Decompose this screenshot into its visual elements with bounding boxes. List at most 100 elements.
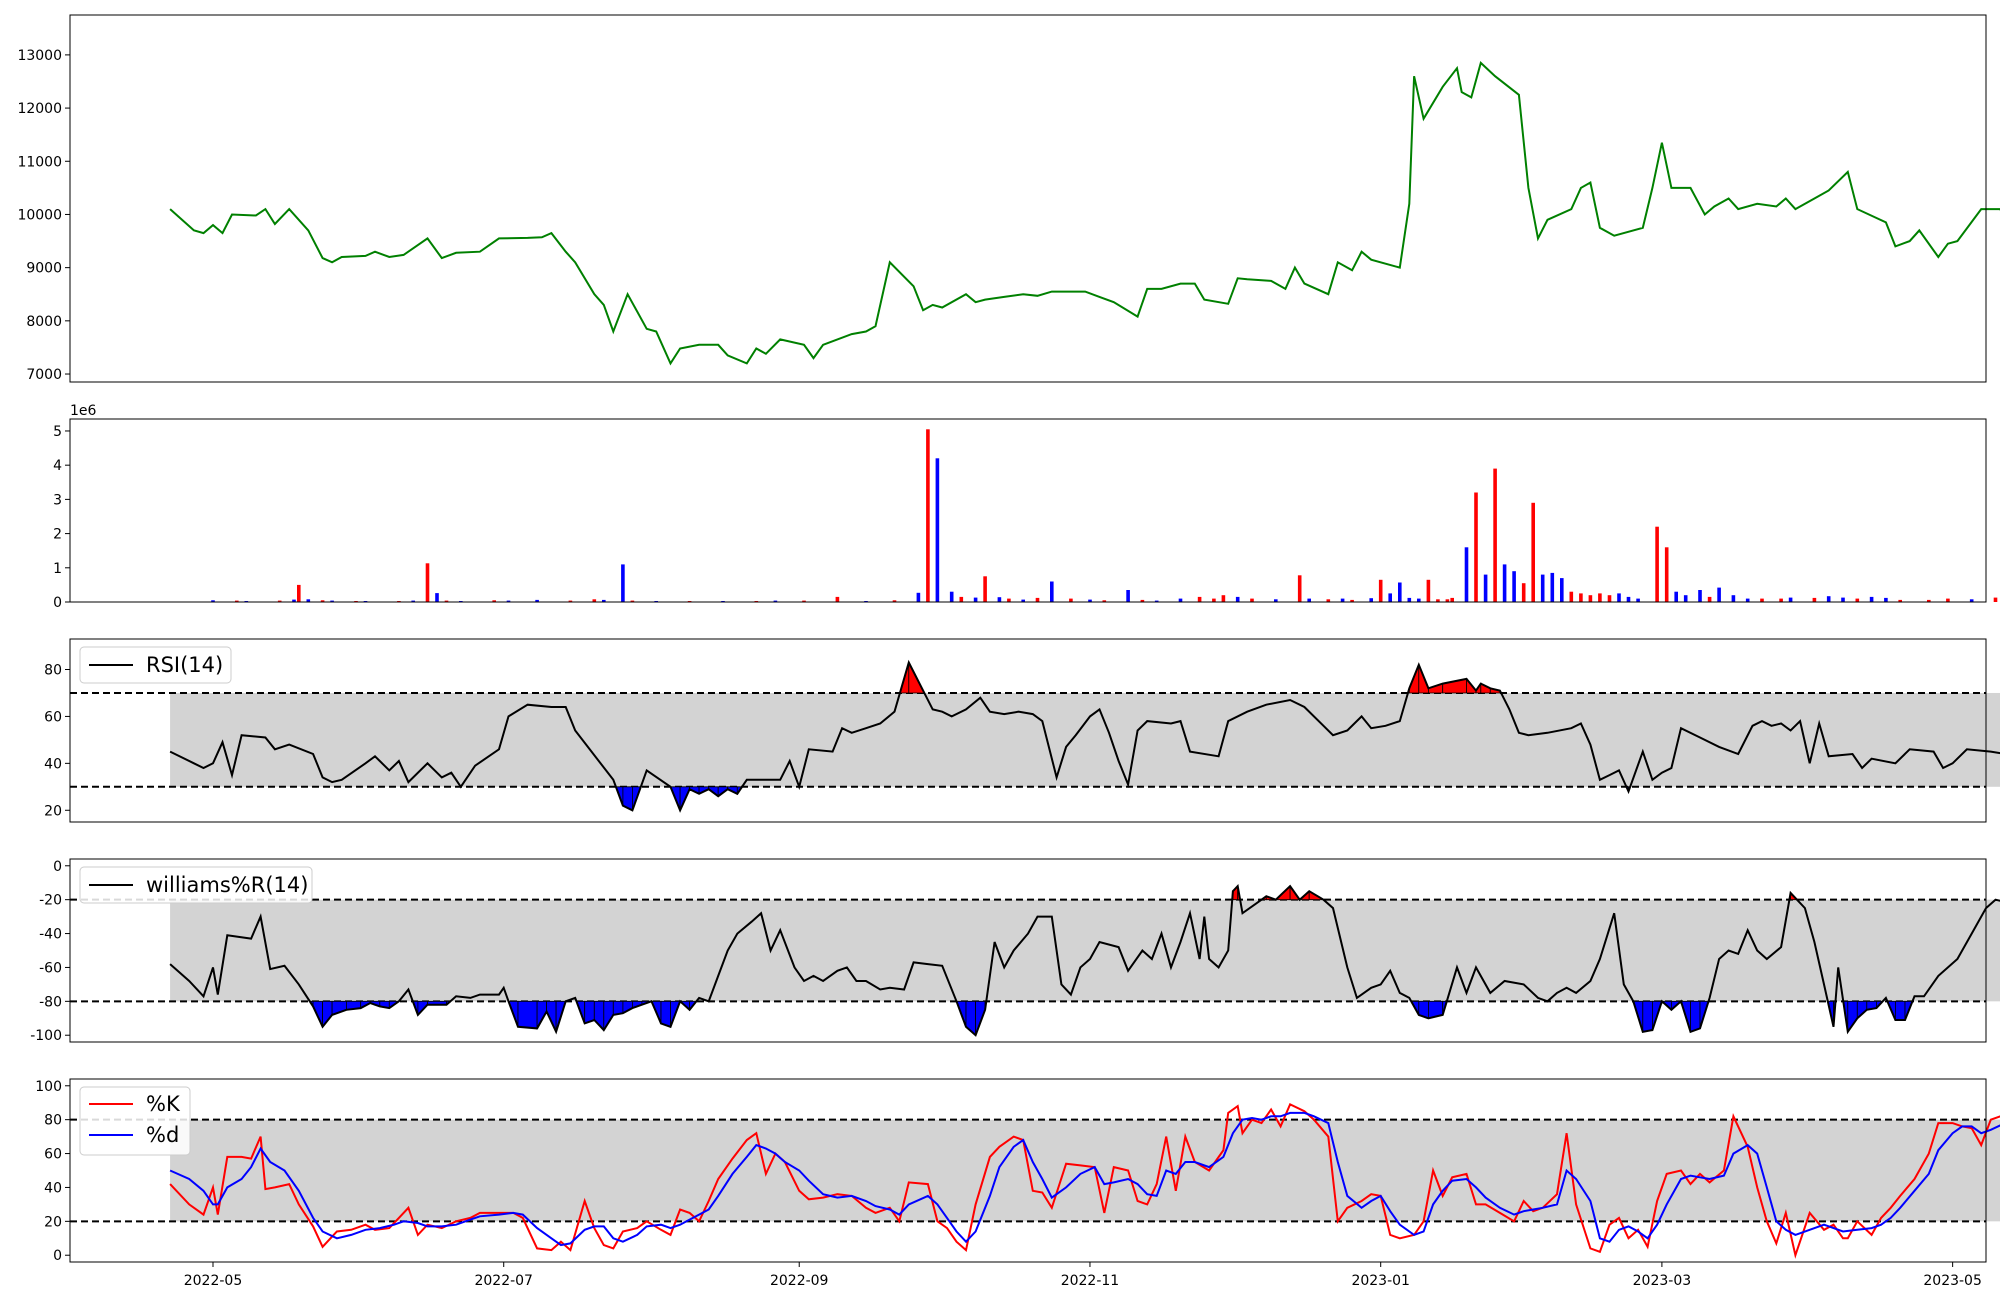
volume-offset-label: 1e6 (70, 403, 97, 419)
stochastic-frame (69, 1078, 1987, 1263)
williams-ytick-label: -100 (30, 1028, 62, 1044)
volume-bar (1154, 600, 1159, 602)
volume-bar (1946, 598, 1950, 602)
volume-bar (1993, 597, 1998, 602)
volume-bar (1779, 598, 1783, 602)
volume-bar (1540, 574, 1545, 602)
price-ytick-label: 12000 (17, 101, 62, 117)
volume-bar (1617, 593, 1621, 602)
price-ytick-label: 9000 (26, 261, 62, 277)
williams-legend: williams%R(14) (79, 866, 313, 904)
volume-bar (1607, 595, 1612, 602)
williams-oversold-fill (1690, 1000, 1701, 1033)
williams-frame (69, 858, 1987, 1043)
stochastic-plot-area (70, 1103, 2000, 1259)
volume-bar (435, 593, 439, 602)
volume-ytick-label: 0 (53, 595, 62, 611)
williams-ytick-label: -40 (39, 927, 62, 943)
williams-neutral-band (170, 899, 2000, 1002)
williams-ytick-label: 0 (53, 859, 62, 875)
price-plot-area (169, 61, 2000, 366)
volume-bar (892, 600, 897, 602)
volume-bar (1550, 572, 1555, 602)
rsi-ytick-label: 60 (44, 709, 62, 725)
williams-oversold-fill (1642, 1000, 1653, 1033)
volume-bar (1069, 598, 1073, 602)
volume-bar (1483, 574, 1488, 602)
williams-line (169, 883, 2000, 1037)
volume-bar (1826, 596, 1831, 602)
williams-y-axis: -100 -80 -60 -40 -20 0 (30, 859, 70, 1044)
volume-bar (1450, 597, 1454, 602)
x-tick-label: 2022-09 (770, 1273, 829, 1289)
volume-bar (1126, 590, 1130, 602)
rsi-ytick-label: 80 (44, 663, 62, 679)
volume-bar (959, 596, 964, 602)
volume-bar (802, 600, 806, 602)
volume-bar (1588, 595, 1593, 602)
williams-plot-area (70, 883, 2000, 1037)
williams-ytick-label: -80 (39, 994, 62, 1010)
price-y-axis: 7000 8000 9000 10000 11000 12000 13000 (17, 48, 70, 383)
stochastic-ytick-label: 40 (44, 1180, 62, 1196)
stochastic-ytick-label: 100 (35, 1079, 62, 1095)
volume-bar (506, 600, 511, 602)
volume-bar (320, 600, 325, 602)
volume-bar (1212, 598, 1216, 602)
volume-bar (983, 576, 987, 602)
x-tick-label: 2022-11 (1061, 1273, 1120, 1289)
volume-bar (1307, 598, 1311, 602)
volume-bar (1426, 579, 1431, 602)
volume-bar (1698, 590, 1702, 602)
rsi-panel: 20 40 60 80 RSI(14) (44, 638, 2000, 823)
volume-bar (1560, 578, 1564, 602)
volume-y-axis: 0 1 2 3 4 5 (53, 424, 70, 611)
volume-bar (425, 563, 430, 602)
volume-bar (1340, 598, 1345, 602)
rsi-legend: RSI(14) (79, 646, 232, 684)
volume-bar (935, 458, 940, 602)
stochastic-ytick-label: 60 (44, 1147, 62, 1163)
volume-bar (1521, 583, 1526, 602)
volume-bar (1512, 571, 1516, 602)
volume-bar (1717, 587, 1721, 602)
volume-bar (1788, 597, 1793, 602)
volume-ytick-label: 1 (53, 561, 62, 577)
volume-bar (1745, 598, 1750, 602)
volume-bar (492, 600, 496, 602)
volume-bar (1398, 582, 1402, 602)
volume-bar (1474, 492, 1478, 602)
volume-bar (1884, 597, 1888, 602)
volume-bar (1102, 600, 1107, 602)
volume-bar (1417, 598, 1421, 602)
volume-bar (1655, 526, 1659, 602)
volume-bar (1197, 596, 1202, 602)
williams-panel: -100 -80 -60 -40 -20 0 williams%R(14) (30, 858, 2000, 1044)
volume-bar (997, 597, 1002, 602)
volume-bar (621, 564, 625, 602)
price-ytick-label: 13000 (17, 48, 62, 64)
volume-bar (1326, 599, 1331, 602)
volume-bar (1636, 598, 1640, 602)
volume-bar (916, 592, 921, 602)
volume-bar (1221, 595, 1226, 602)
volume-bar (926, 429, 930, 602)
stochastic-y-axis: 0 20 40 60 80 100 (35, 1079, 70, 1264)
volume-ytick-label: 4 (53, 458, 62, 474)
volume-bar (1178, 598, 1183, 602)
stochastic-neutral-band (170, 1119, 2000, 1222)
volume-bar (1274, 599, 1278, 602)
volume-bar (1050, 581, 1054, 602)
volume-panel: 0 1 2 3 4 5 1e6 (53, 403, 1998, 611)
volume-bar (297, 584, 301, 602)
volume-bar (1369, 598, 1373, 602)
volume-ytick-label: 5 (53, 424, 62, 440)
x-tick-label: 2023-01 (1351, 1273, 1410, 1289)
volume-bar (292, 599, 296, 602)
volume-bar (535, 599, 539, 602)
x-tick-label: 2023-05 (1923, 1273, 1982, 1289)
rsi-y-axis: 20 40 60 80 (44, 663, 70, 819)
volume-bar (1731, 595, 1736, 602)
williams-legend-box (79, 866, 313, 904)
